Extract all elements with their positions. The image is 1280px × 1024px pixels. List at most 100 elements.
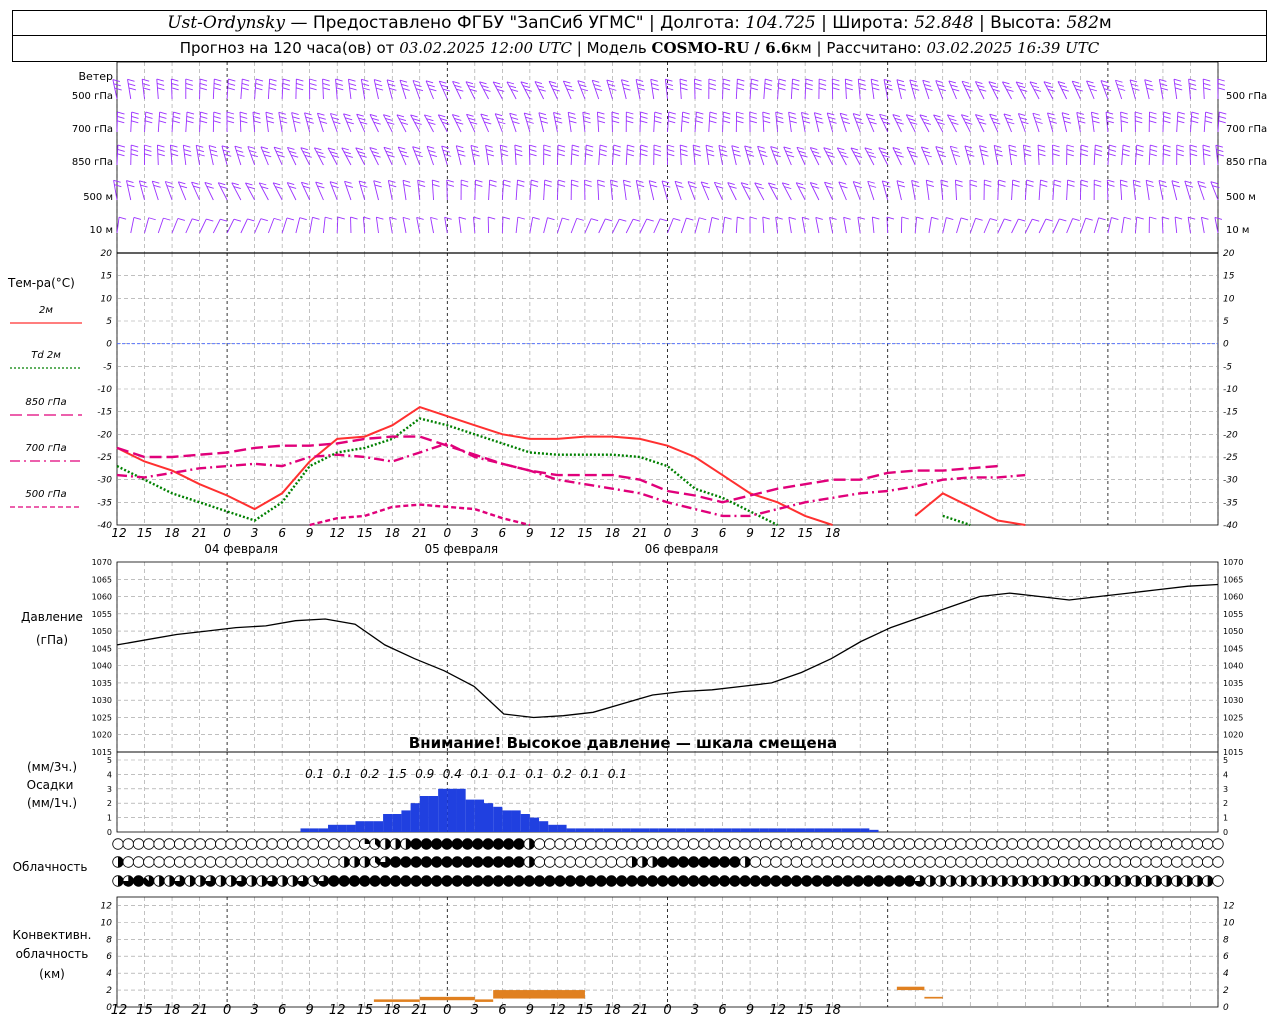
wind-barb-feather	[508, 85, 517, 89]
wind-barb	[591, 80, 600, 100]
wind-barb-feather	[416, 216, 424, 220]
precip-bar	[373, 821, 384, 832]
wind-barb-feather	[1149, 115, 1157, 119]
cloud-symbol-fill	[503, 875, 514, 887]
wind-barb-feather	[1176, 144, 1184, 148]
wind-barb-feather	[667, 153, 675, 157]
time-tick-label: 6	[719, 526, 727, 540]
cloud-symbol-fill	[410, 875, 422, 887]
cloud-symbol	[1160, 838, 1173, 850]
cloud-symbol	[143, 856, 155, 868]
wind-barb-feather	[387, 154, 395, 158]
wind-barb-feather	[210, 153, 219, 157]
wind-barb	[955, 180, 957, 201]
wind-barb	[171, 218, 179, 234]
wind-barb-feather	[113, 83, 121, 87]
wind-barb-feather	[636, 83, 645, 87]
pressure-tick-label-right: 1045	[1223, 644, 1243, 653]
wind-barb-feather	[427, 84, 435, 88]
wind-barb-feather	[758, 149, 767, 153]
precip-tick-label-right: 5	[1223, 756, 1228, 765]
wind-barb-feather	[815, 116, 823, 120]
wind-barb-feather	[1067, 183, 1075, 187]
wind-barb	[529, 180, 532, 201]
wind-barb-feather	[871, 83, 879, 87]
wind-barb	[1061, 112, 1068, 133]
precip-tick-label: 4	[107, 770, 112, 779]
wind-barb-feather	[117, 111, 125, 115]
wind-barb-feather	[288, 185, 297, 189]
wind-barb-feather	[145, 116, 153, 119]
wind-barb-feather	[1107, 183, 1115, 187]
panel-frame	[116, 896, 1219, 1008]
cloud-symbol	[1140, 838, 1152, 850]
wind-barb-feather	[679, 78, 688, 82]
cloud-symbol-fill	[133, 875, 144, 887]
wind-barb	[1047, 112, 1054, 133]
cloud-symbol	[687, 838, 700, 850]
wind-barb	[177, 181, 187, 201]
wind-barb-feather	[532, 216, 540, 220]
wind-barb-feather	[1218, 116, 1227, 119]
wind-barb-feather	[923, 83, 932, 87]
precip-tick-label: 5	[107, 756, 112, 765]
wind-barb-feather	[287, 147, 295, 150]
wind-barb-feather	[331, 154, 340, 158]
wind-barb-feather	[1191, 111, 1199, 115]
temp-tick-label: -35	[97, 498, 112, 508]
wind-barb-feather	[668, 116, 676, 119]
wind-barb-feather	[349, 87, 357, 91]
wind-barb-feather	[401, 83, 409, 87]
wind-barb-feather	[867, 180, 875, 184]
cloud-symbol-fill	[940, 875, 946, 887]
wind-level-label: 700 гПа	[72, 124, 113, 135]
wind-barb-feather	[1176, 153, 1184, 157]
wind-barb	[857, 217, 861, 234]
wind-barb-feather	[322, 78, 330, 82]
wind-barb-feather	[802, 120, 811, 124]
wind-barb	[425, 80, 434, 100]
wind-barb-feather	[1054, 179, 1062, 183]
wind-barb-feather	[341, 147, 349, 151]
wind-barb-feather	[461, 183, 469, 187]
wind-barb	[386, 79, 393, 100]
wind-barb-feather	[571, 148, 580, 152]
wind-barb-feather	[760, 154, 768, 157]
wind-barb-feather	[977, 84, 985, 88]
wind-barb-feather	[318, 154, 326, 158]
wind-barb-feather	[912, 87, 920, 91]
wind-barb	[1024, 218, 1033, 234]
wind-barb-feather	[829, 120, 837, 124]
wind-barb-feather	[128, 83, 136, 87]
precip-bar	[832, 828, 842, 832]
wind-barb-feather	[466, 113, 474, 117]
wind-barb-feather	[273, 182, 281, 186]
cloud-symbol	[1058, 856, 1070, 868]
wind-barb-feather	[871, 78, 879, 82]
cloud-symbol	[1006, 856, 1019, 868]
wind-barb-feather	[1191, 116, 1199, 119]
cloud-symbol-fill	[1176, 875, 1183, 887]
wind-barb-feather	[1120, 184, 1128, 187]
precip-bar	[474, 799, 484, 832]
day-label: 04 февраля	[204, 542, 278, 556]
cloud-symbol-fill	[595, 875, 607, 887]
cloud-symbol-fill	[719, 856, 730, 868]
wind-barb-feather	[750, 87, 758, 91]
wind-barb-feather	[937, 84, 945, 88]
pressure-unit: (гПа)	[36, 633, 68, 647]
wind-barb	[731, 145, 737, 166]
wind-barb	[597, 180, 600, 201]
wind-barb-feather	[240, 120, 248, 124]
time-tick-label: 18	[604, 1003, 621, 1018]
wind-barb-feather	[327, 147, 336, 151]
wind-barb-feather	[1047, 112, 1055, 116]
wind-barb-feather	[1145, 83, 1153, 87]
cloud-symbol-fill	[1197, 875, 1203, 887]
temp-legend-label: 700 гПа	[25, 443, 66, 454]
cloud-symbol	[831, 838, 844, 850]
wind-barb	[606, 79, 613, 100]
cloud-symbol-fill	[667, 856, 679, 868]
wind-barb-feather	[183, 149, 191, 152]
wind-barb-feather	[626, 111, 634, 115]
